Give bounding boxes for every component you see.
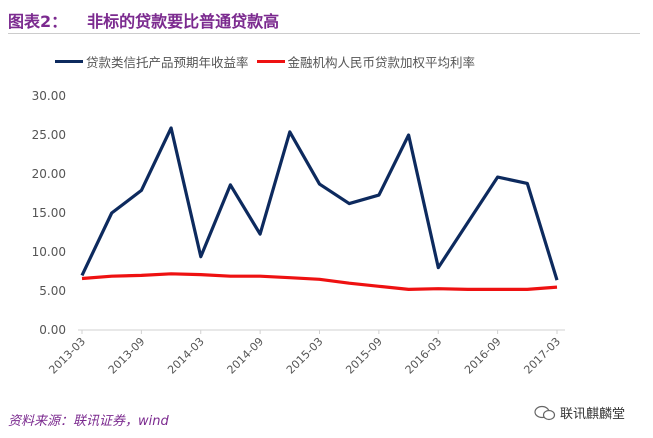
x-tick-label: 2014-09 <box>225 335 267 377</box>
x-tick-label: 2014-03 <box>165 335 207 377</box>
y-tick-label: 0.00 <box>39 323 66 337</box>
series-line-trust-yield <box>80 126 559 281</box>
x-tick-label: 2016-03 <box>403 335 445 377</box>
legend-item-loan-rate: 金融机构人民币贷款加权平均利率 <box>256 52 476 71</box>
legend-label-trust: 贷款类信托产品预期年收益率 <box>86 55 249 70</box>
x-tick-label: 2017-03 <box>521 335 563 377</box>
legend-swatch-loan-rate <box>256 60 285 63</box>
x-tick-label: 2016-09 <box>462 335 504 377</box>
legend: 贷款类信托产品预期年收益率 金融机构人民币贷款加权平均利率 <box>55 52 483 71</box>
brand: 联讯麒麟堂 <box>534 403 625 422</box>
figure-title: 图表2： 非标的贷款要比普通贷款高 <box>8 8 279 32</box>
x-tick-label: 2015-03 <box>284 335 326 377</box>
legend-label-loan-rate: 金融机构人民币贷款加权平均利率 <box>287 55 476 70</box>
legend-swatch-trust <box>55 60 83 63</box>
x-tick-label: 2013-09 <box>106 335 148 377</box>
brand-name: 联讯麒麟堂 <box>560 407 626 422</box>
wechat-icon <box>534 405 556 420</box>
source-note: 资料来源：联讯证券，wind <box>8 414 169 429</box>
title-divider <box>8 33 640 34</box>
y-tick-label: 5.00 <box>39 284 66 298</box>
series-line-loan-rate <box>81 272 558 291</box>
figure-label: 图表2： <box>8 12 68 31</box>
figure-title-text: 非标的贷款要比普通贷款高 <box>87 12 280 31</box>
y-tick-label: 10.00 <box>32 245 66 259</box>
y-tick-label: 20.00 <box>32 167 66 181</box>
x-tick-label: 2015-09 <box>343 335 385 377</box>
y-tick-label: 30.00 <box>32 89 66 103</box>
y-tick-label: 15.00 <box>32 206 66 220</box>
legend-item-trust: 贷款类信托产品预期年收益率 <box>55 52 249 71</box>
y-tick-label: 25.00 <box>32 128 66 142</box>
x-tick-label: 2013-03 <box>46 335 88 377</box>
